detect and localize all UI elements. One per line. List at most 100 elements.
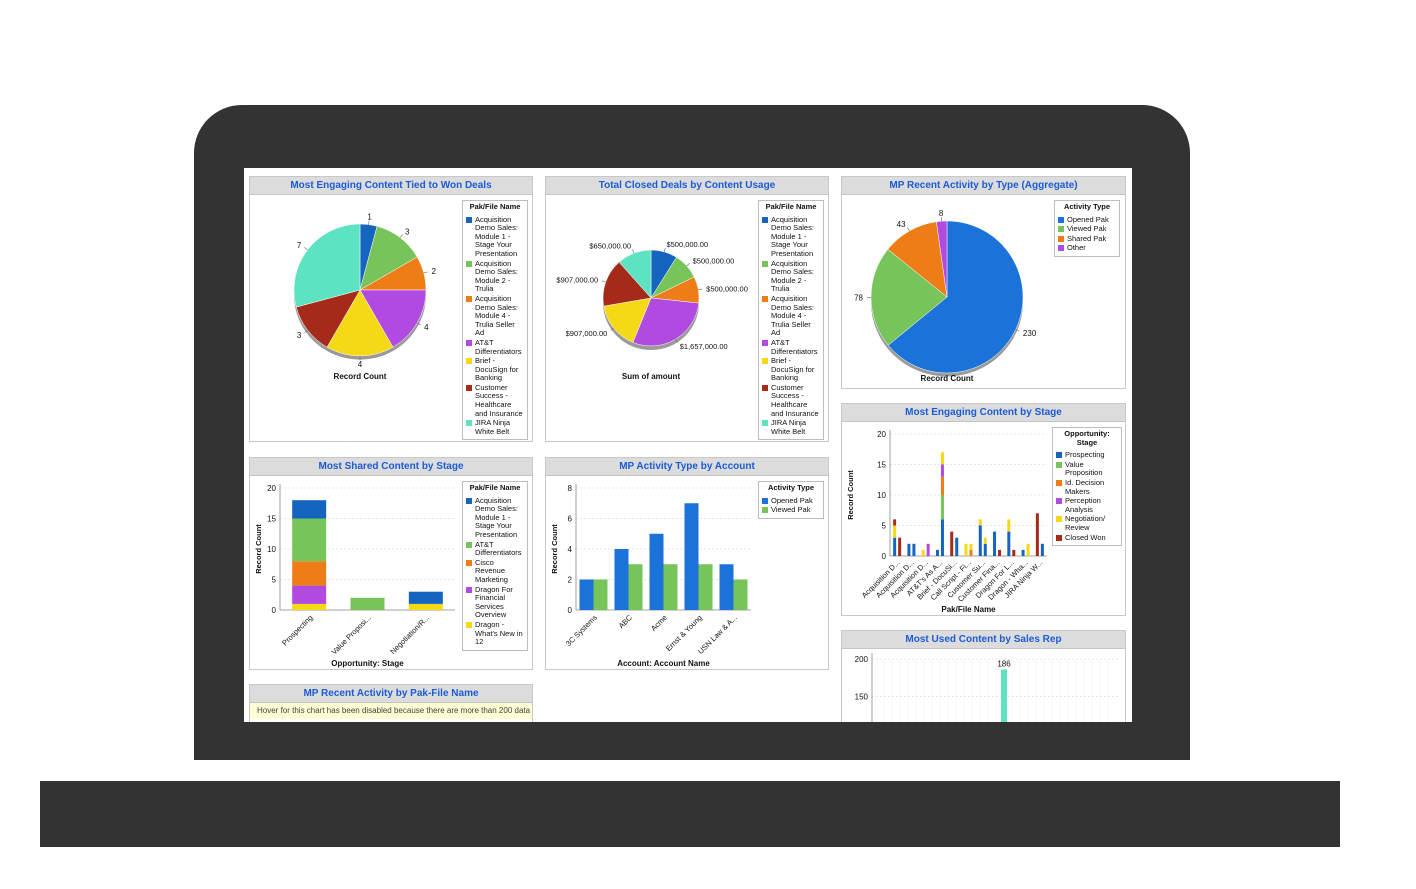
legend-item[interactable]: Customer Success - Healthcare and Insura…: [762, 383, 820, 418]
legend-item[interactable]: Acquisition Demo Sales: Module 4 - Truli…: [762, 294, 820, 338]
chart-closed-deals[interactable]: $500,000.00 $500,000.00 $500,000.00 $1,657,…: [546, 195, 756, 442]
bar-segment: [998, 549, 1002, 556]
legend-item[interactable]: Acquisition Demo Sales: Module 1 - Stage…: [466, 495, 524, 540]
legend-item[interactable]: Customer Success - Healthcare and Insura…: [466, 383, 524, 418]
legend-label: Dragon - What's New in 12: [475, 619, 523, 647]
bar-segment: [969, 549, 973, 556]
legend-item[interactable]: Acquisition Demo Sales: Module 4 - Truli…: [466, 294, 524, 338]
chart-title[interactable]: Most Engaging Content Tied to Won Deals: [250, 177, 532, 195]
legend-item[interactable]: JIRA Ninja White Belt: [466, 418, 524, 436]
legend-item[interactable]: Acquisition Demo Sales: Module 2 - Truli…: [762, 259, 820, 294]
pie-slice: [326, 289, 394, 357]
pie-value-label: 3: [297, 331, 302, 340]
bar: [649, 533, 664, 610]
bar-segment: [1007, 519, 1011, 532]
chart-recent-activity-type[interactable]: 230 78 43 8 Record Count: [842, 195, 1052, 389]
chart-sales-rep[interactable]: 100150200186Record Count: [842, 649, 1125, 722]
bar: [698, 564, 713, 610]
chart-legend: Opportunity: Stage Prospecting Value Propo…: [1052, 427, 1122, 547]
legend-title: Pak/File Name: [469, 202, 521, 211]
legend-swatch: [1058, 216, 1064, 223]
pie-leader: [610, 327, 614, 331]
legend-item[interactable]: Acquisition Demo Sales: Module 1 - Stage…: [762, 215, 820, 259]
y-tick-label: 20: [267, 484, 276, 493]
y-tick-label: 0: [272, 606, 277, 615]
chart-shared-by-stage[interactable]: 0 5 10 15 20 Record Count Prospecting Value Pro…: [250, 476, 460, 670]
chart-legend: Pak/File Name Acquisition Demo Sales: Mod…: [758, 200, 824, 441]
legend-item[interactable]: Dragon - What's New in 12: [466, 619, 524, 647]
legend-item[interactable]: Id. Decision Makers: [1056, 477, 1118, 496]
legend-label: Brief - DocuSign for Banking: [475, 356, 519, 383]
pie-leader: [304, 247, 308, 251]
legend-item[interactable]: AT&T Differentiators: [466, 338, 524, 356]
chart-title[interactable]: MP Recent Activity by Type (Aggregate): [842, 177, 1125, 195]
chart-title[interactable]: Most Engaging Content by Stage: [842, 404, 1125, 422]
bar-segment: [964, 543, 968, 556]
legend-title: Pak/File Name: [765, 202, 817, 211]
bar-segment: [940, 495, 944, 520]
chart-title[interactable]: Total Closed Deals by Content Usage: [546, 177, 828, 195]
legend-swatch: [1056, 516, 1062, 523]
y-tick-label: 200: [855, 655, 869, 664]
bar: [663, 564, 678, 610]
legend-item[interactable]: Prospecting: [1056, 451, 1118, 460]
pie-slice: [359, 289, 427, 348]
legend-swatch: [762, 216, 768, 223]
bar-segment: [292, 500, 327, 519]
legend-item[interactable]: Brief - DocuSign for Banking: [762, 356, 820, 383]
legend-item[interactable]: Shared Pak: [1058, 234, 1116, 244]
y-tick-label: 2: [568, 576, 573, 585]
legend-label: Value Proposition: [1065, 459, 1103, 478]
legend-label: Id. Decision Makers: [1065, 477, 1105, 496]
axis-title: Record Count: [921, 374, 974, 383]
panel-engaging-by-stage: Most Engaging Content by Stage 0 5 10 15 20 R…: [841, 403, 1126, 616]
legend-swatch: [466, 384, 472, 391]
legend-item[interactable]: AT&T Differentiators: [466, 540, 524, 558]
legend-swatch: [466, 541, 472, 548]
legend-item[interactable]: Other: [1058, 244, 1116, 253]
legend-label: Opened Pak: [771, 495, 813, 505]
legend-item[interactable]: Brief - DocuSign for Banking: [466, 356, 524, 383]
legend-label: Acquisition Demo Sales: Module 1 - Stage…: [475, 495, 518, 539]
legend-item[interactable]: Closed Won: [1056, 533, 1118, 543]
legend-item[interactable]: Opened Pak: [762, 495, 820, 506]
legend-item[interactable]: Cisco Revenue Marketing: [466, 558, 524, 585]
legend-item[interactable]: Acquisition Demo Sales: Module 1 - Stage…: [466, 215, 524, 259]
pie-slice: [293, 223, 361, 308]
legend-label: Viewed Pak: [771, 505, 811, 515]
chart-title[interactable]: MP Recent Activity by Pak-File Name: [250, 685, 532, 703]
legend-swatch: [466, 260, 472, 267]
bar-segment: [993, 531, 997, 556]
pie-slice: [887, 220, 1024, 374]
legend-item[interactable]: Perception Analysis: [1056, 496, 1118, 514]
legend-item[interactable]: Value Proposition: [1056, 459, 1118, 478]
legend-item[interactable]: Opened Pak: [1058, 215, 1116, 225]
legend-item[interactable]: Viewed Pak: [762, 506, 820, 515]
axis-title: Pak/File Name: [941, 605, 996, 614]
bar-segment: [978, 525, 982, 556]
chart-title[interactable]: Most Shared Content by Stage: [250, 458, 532, 476]
legend-item[interactable]: Viewed Pak: [1058, 225, 1116, 234]
legend-item[interactable]: Acquisition Demo Sales: Module 2 - Truli…: [466, 259, 524, 294]
legend-swatch: [762, 339, 768, 346]
y-tick-label: 4: [568, 545, 573, 554]
pie-slice: [632, 297, 700, 347]
pie-leader: [417, 322, 421, 326]
bar: [579, 579, 594, 610]
y-tick-label: 5: [882, 522, 887, 531]
chart-won-deals[interactable]: 1 3 2 4 4 3 7 Record Count: [250, 195, 460, 442]
chart-title[interactable]: Most Used Content by Sales Rep: [842, 631, 1125, 649]
chart-title[interactable]: MP Activity Type by Account: [546, 458, 828, 476]
legend-item[interactable]: AT&T Differentiators: [762, 338, 820, 356]
legend-swatch: [466, 497, 472, 504]
bar-segment: [935, 549, 939, 556]
legend-item[interactable]: Negotiation/ Review: [1056, 514, 1118, 532]
legend-item[interactable]: JIRA Ninja White Belt: [762, 418, 820, 436]
legend-item[interactable]: Dragon For Financial Services Overview: [466, 585, 524, 620]
y-tick-label: 150: [855, 693, 869, 702]
pie-leader: [698, 288, 703, 291]
axis-title: Account: Account Name: [617, 659, 710, 668]
bar-segment: [350, 597, 385, 610]
